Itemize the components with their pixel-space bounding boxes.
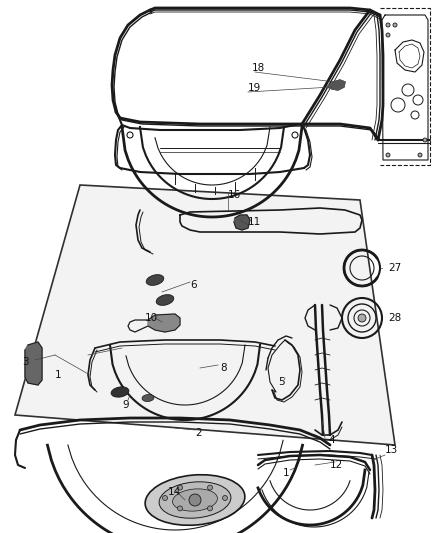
Text: 16: 16 — [228, 190, 241, 200]
Ellipse shape — [111, 387, 129, 397]
Text: 2: 2 — [195, 428, 201, 438]
Circle shape — [358, 314, 366, 322]
Text: 5: 5 — [278, 377, 285, 387]
Polygon shape — [25, 342, 42, 385]
Text: 19: 19 — [248, 83, 261, 93]
Text: 3: 3 — [22, 357, 28, 367]
Circle shape — [177, 506, 183, 511]
Circle shape — [189, 494, 201, 506]
Polygon shape — [327, 80, 345, 90]
Circle shape — [393, 23, 397, 27]
Circle shape — [418, 153, 422, 157]
Text: 12: 12 — [330, 460, 343, 470]
Circle shape — [208, 485, 212, 490]
Circle shape — [162, 496, 167, 500]
Ellipse shape — [145, 475, 245, 526]
Text: 28: 28 — [388, 313, 401, 323]
Ellipse shape — [156, 295, 174, 305]
Ellipse shape — [142, 394, 154, 401]
Text: 10: 10 — [145, 313, 158, 323]
Text: 9: 9 — [122, 400, 129, 410]
Text: 27: 27 — [388, 263, 401, 273]
Ellipse shape — [173, 489, 217, 511]
Text: 8: 8 — [220, 363, 226, 373]
Text: 4: 4 — [328, 435, 335, 445]
Ellipse shape — [146, 274, 164, 285]
Text: 6: 6 — [190, 280, 197, 290]
Polygon shape — [15, 185, 395, 445]
Circle shape — [386, 153, 390, 157]
Text: 13: 13 — [385, 445, 398, 455]
Circle shape — [386, 23, 390, 27]
Text: 1: 1 — [55, 370, 62, 380]
Circle shape — [386, 33, 390, 37]
Text: 1: 1 — [283, 468, 290, 478]
Text: 11: 11 — [248, 217, 261, 227]
Polygon shape — [148, 314, 180, 332]
Circle shape — [177, 485, 183, 490]
Polygon shape — [234, 215, 250, 230]
Circle shape — [208, 506, 212, 511]
Circle shape — [423, 138, 427, 142]
Text: 18: 18 — [252, 63, 265, 73]
Ellipse shape — [159, 482, 231, 518]
Text: 14: 14 — [168, 487, 181, 497]
Circle shape — [223, 496, 227, 500]
